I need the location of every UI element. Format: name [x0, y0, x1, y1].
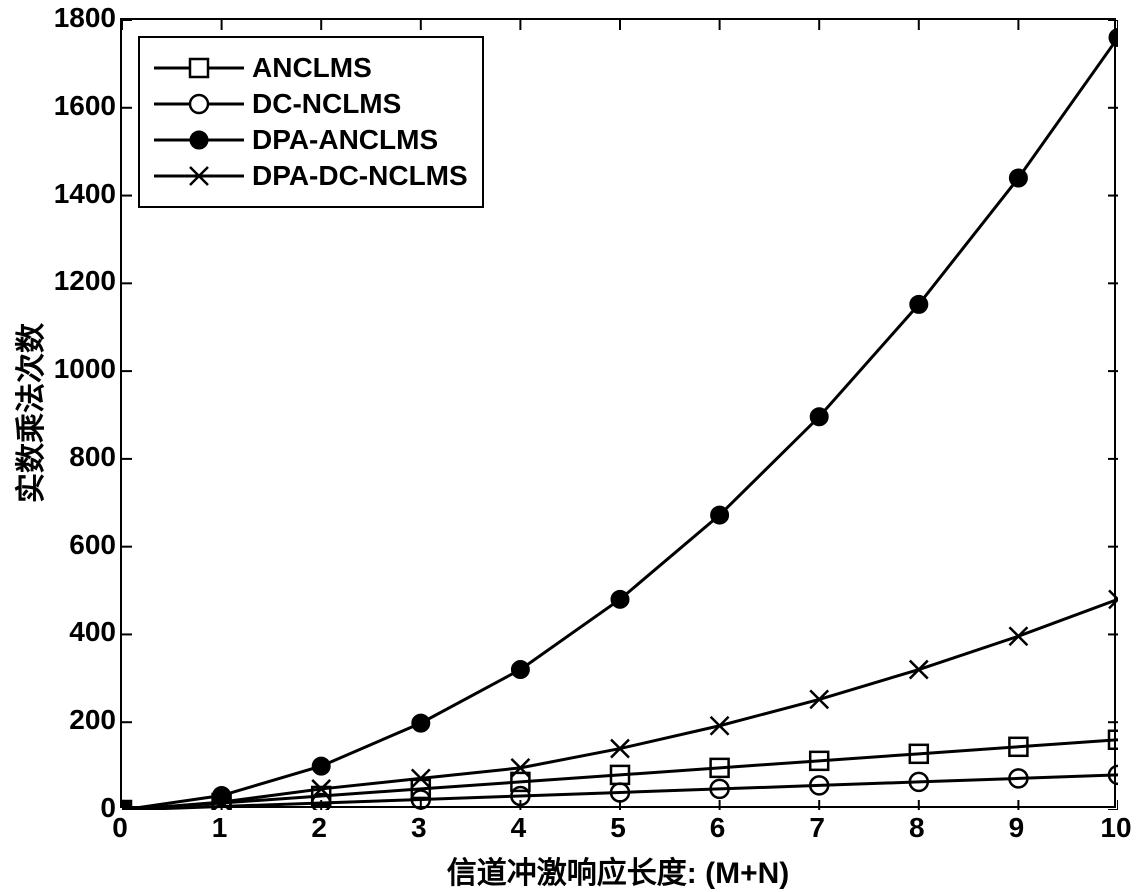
- y-tick-label: 1800: [0, 2, 116, 34]
- x-tick-label: 1: [212, 812, 228, 844]
- series-line: [122, 599, 1118, 810]
- y-tick-label: 400: [0, 616, 116, 648]
- legend-label: DC-NCLMS: [252, 88, 401, 120]
- legend-item: DPA-DC-NCLMS: [154, 160, 468, 192]
- x-tick-label: 6: [710, 812, 726, 844]
- legend-sample: [154, 164, 244, 188]
- x-tick-label: 2: [311, 812, 327, 844]
- legend: ANCLMS DC-NCLMS DPA-ANCLMS DPA-DC-NCLMS: [138, 36, 484, 208]
- legend-item: DC-NCLMS: [154, 88, 468, 120]
- legend-item: ANCLMS: [154, 52, 468, 84]
- y-tick-label: 1400: [0, 178, 116, 210]
- y-tick-label: 600: [0, 529, 116, 561]
- y-tick-label: 0: [0, 792, 116, 824]
- x-tick-label: 9: [1009, 812, 1025, 844]
- x-tick-label: 4: [511, 812, 527, 844]
- y-axis-label: 实数乘法次数: [6, 323, 50, 503]
- x-axis-label: 信道冲激响应长度: (M+N): [447, 848, 789, 892]
- x-tick-label: 0: [112, 812, 128, 844]
- legend-label: ANCLMS: [252, 52, 372, 84]
- x-tick-label: 10: [1100, 812, 1131, 844]
- x-tick-label: 5: [610, 812, 626, 844]
- legend-sample: [154, 128, 244, 152]
- chart-container: ANCLMSDC-NCLMSDPA-ANCLMSDPA-DC-NCLMS 020…: [0, 0, 1142, 886]
- legend-item: DPA-ANCLMS: [154, 124, 468, 156]
- plot-area: ANCLMS DC-NCLMS DPA-ANCLMS DPA-DC-NCLMS: [120, 18, 1116, 808]
- y-tick-label: 1200: [0, 265, 116, 297]
- x-tick-label: 7: [809, 812, 825, 844]
- y-tick-label: 200: [0, 704, 116, 736]
- legend-sample: [154, 92, 244, 116]
- x-tick-label: 3: [411, 812, 427, 844]
- legend-label: DPA-ANCLMS: [252, 124, 438, 156]
- legend-sample: [154, 56, 244, 80]
- x-tick-label: 8: [909, 812, 925, 844]
- y-tick-label: 1600: [0, 90, 116, 122]
- legend-label: DPA-DC-NCLMS: [252, 160, 468, 192]
